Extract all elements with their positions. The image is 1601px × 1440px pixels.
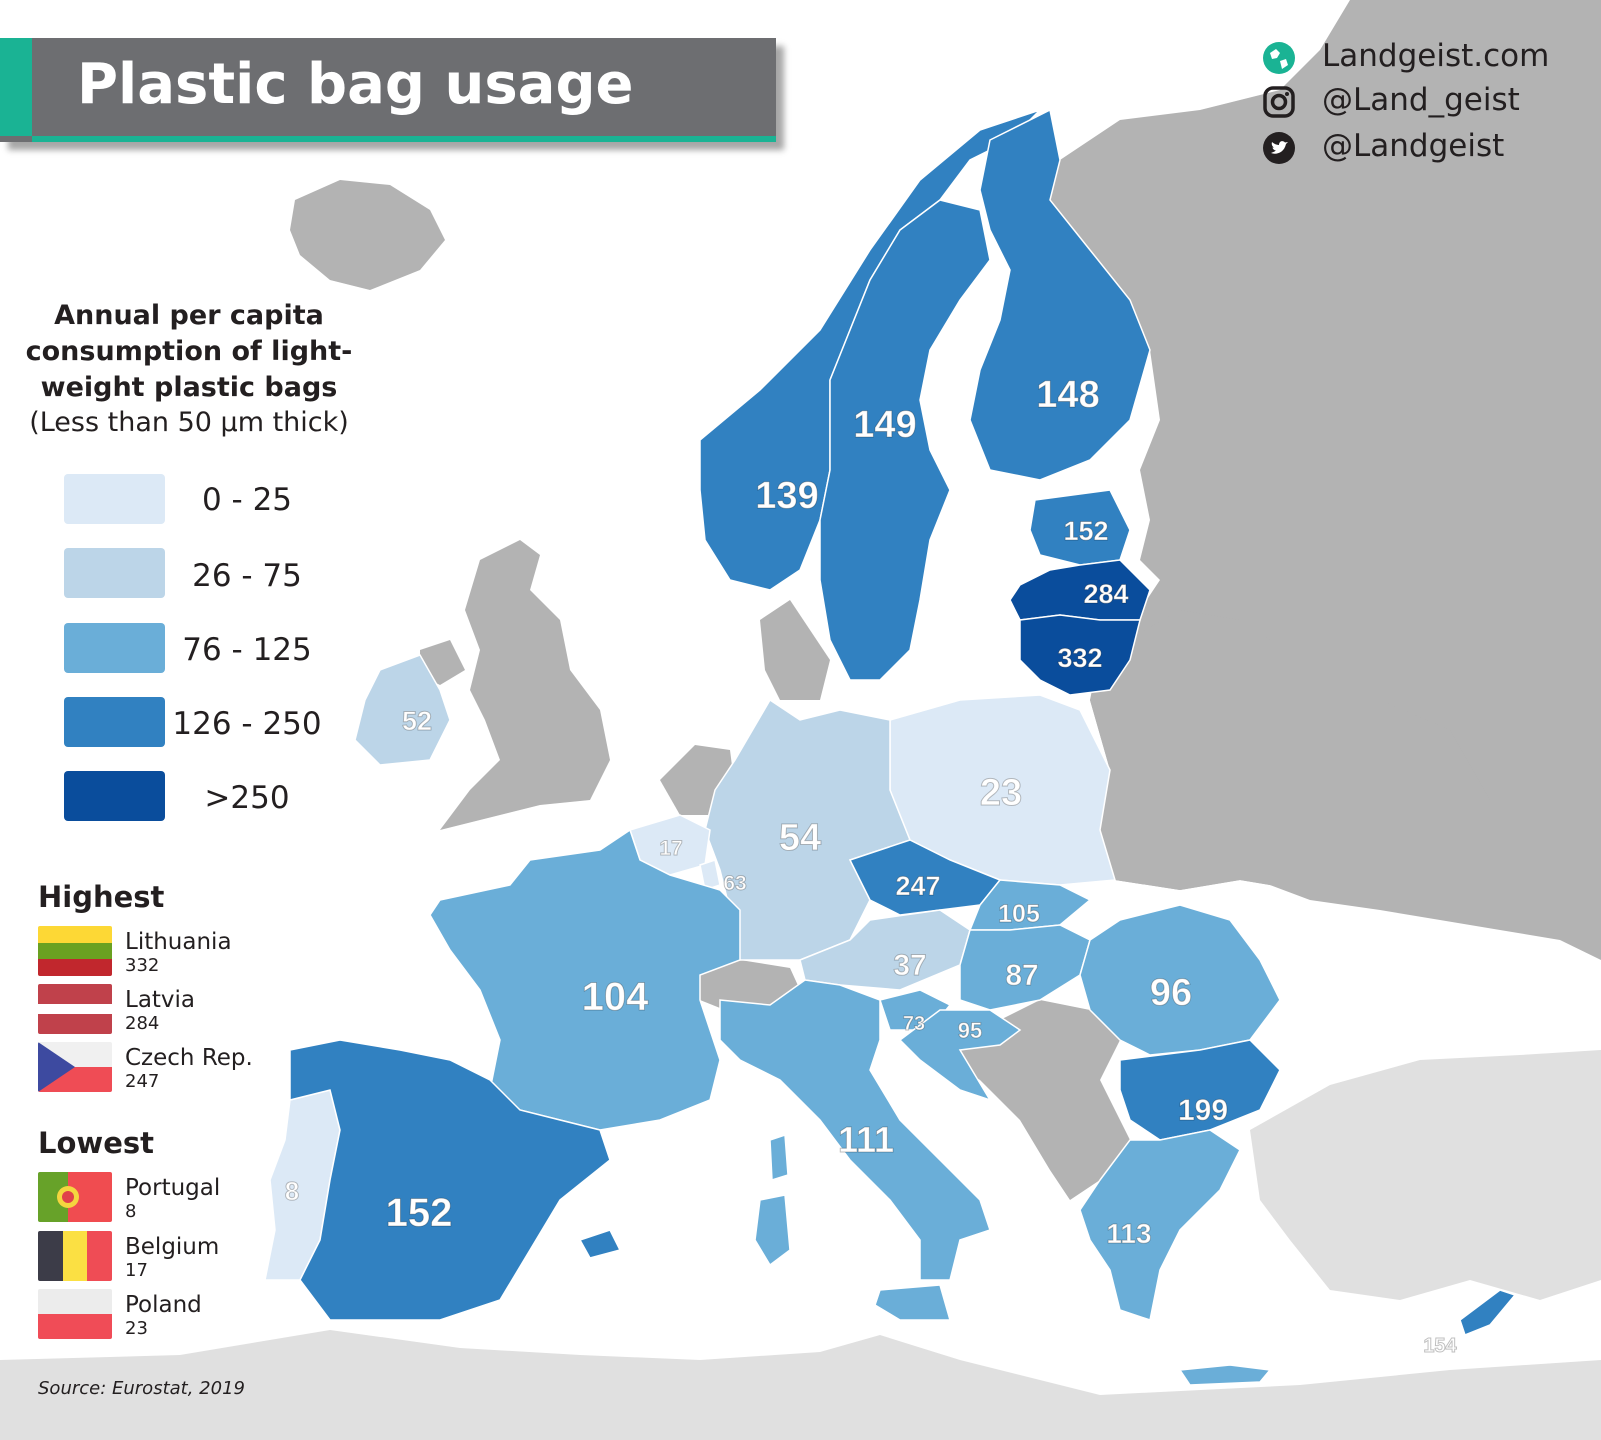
value-label-germany: 54: [779, 817, 821, 859]
social-website-text: Landgeist.com: [1322, 38, 1550, 74]
social-website[interactable]: Landgeist.com: [1262, 38, 1601, 78]
luxembourg-region: [699, 859, 721, 891]
turkey-land: [1250, 1050, 1601, 1300]
croatia-region: [898, 1009, 1022, 1102]
legend-swatch-0: [64, 474, 165, 524]
belarus-ukraine-land: [1090, 610, 1490, 910]
switzerland-land: [700, 960, 800, 1012]
twitter-icon: [1263, 132, 1295, 164]
value-label-bulgaria: 199: [1178, 1094, 1228, 1127]
lithuania-flag: [38, 926, 112, 976]
title-banner: Plastic bag usage: [0, 38, 776, 142]
instagram-icon: [1263, 86, 1295, 118]
highest-country-2: Czech Rep.: [125, 1045, 253, 1071]
denmark-land: [760, 600, 830, 700]
value-label-lithuania: 332: [1057, 643, 1102, 673]
latvia-region: [1009, 559, 1151, 621]
lithuania-region: [1019, 614, 1141, 696]
bulgaria-region: [1119, 1039, 1281, 1141]
value-label-estonia: 152: [1063, 516, 1108, 546]
legend-label-4: >250: [204, 780, 290, 816]
belgium-flag: [38, 1231, 112, 1281]
value-label-cyprus: 154: [1423, 1335, 1457, 1357]
legend-swatch-2: [64, 623, 165, 673]
value-label-finland: 148: [1036, 374, 1099, 416]
value-label-italy: 111: [838, 1119, 894, 1160]
legend-swatch-3: [64, 697, 165, 747]
legend-swatch-1: [64, 548, 165, 598]
value-label-poland: 23: [980, 772, 1022, 814]
poland-flag: [38, 1289, 112, 1339]
value-label-hungary: 87: [1005, 959, 1038, 992]
czech-flag: [38, 1042, 112, 1092]
highest-country-0: Lithuania: [125, 929, 232, 955]
value-label-luxembourg: 63: [723, 872, 746, 895]
value-label-czechia: 247: [895, 871, 940, 901]
legend-label-2: 76 - 125: [182, 632, 312, 668]
social-instagram[interactable]: @Land_geist: [1262, 82, 1601, 122]
legend-label-0: 0 - 25: [201, 482, 293, 518]
highest-value-2: 247: [125, 1071, 160, 1092]
value-label-ireland: 52: [402, 706, 432, 736]
value-label-greece: 113: [1106, 1218, 1151, 1249]
france-region: [429, 828, 741, 1131]
great-britain-land: [440, 540, 610, 830]
sicily-region: [874, 1284, 951, 1321]
highest-value-0: 332: [125, 955, 160, 976]
portugal-flag: [38, 1172, 112, 1222]
latvia-flag: [38, 984, 112, 1034]
lowest-heading: Lowest: [38, 1126, 154, 1160]
value-label-austria: 37: [893, 949, 926, 982]
value-label-slovenia: 73: [903, 1013, 925, 1035]
value-label-norway: 139: [755, 475, 818, 517]
ireland-region: [354, 654, 451, 766]
value-label-slovakia: 105: [998, 900, 1040, 928]
highest-country-1: Latvia: [125, 987, 196, 1013]
sweden-region: [819, 199, 991, 681]
globe-icon: [1263, 42, 1295, 74]
legend-title: Annual per capita consumption of light-w…: [25, 300, 353, 403]
title-underline: [32, 136, 776, 142]
iceland-land: [290, 180, 445, 290]
legend-label-1: 26 - 75: [192, 558, 302, 594]
lowest-value-1: 17: [125, 1260, 148, 1281]
lowest-country-0: Portugal: [125, 1175, 221, 1201]
spain-region: [289, 1039, 611, 1321]
social-twitter[interactable]: @Landgeist: [1262, 128, 1601, 168]
source-note: Source: Eurostat, 2019: [38, 1378, 245, 1399]
value-label-belgium: 17: [659, 837, 682, 860]
lowest-value-2: 23: [125, 1318, 148, 1339]
balearic-region: [578, 1229, 622, 1259]
sardinia-region: [754, 1194, 791, 1267]
italy-region: [719, 979, 991, 1281]
value-label-sweden: 149: [853, 404, 916, 446]
highest-value-1: 284: [125, 1013, 160, 1034]
highest-heading: Highest: [38, 880, 165, 914]
value-label-spain: 152: [386, 1191, 453, 1235]
value-label-croatia: 95: [958, 1018, 982, 1043]
value-label-latvia: 284: [1083, 579, 1128, 609]
lowest-country-1: Belgium: [125, 1234, 220, 1260]
corsica-region: [769, 1133, 789, 1182]
value-label-portugal: 8: [285, 1176, 299, 1206]
value-label-romania: 96: [1150, 972, 1192, 1014]
cyprus-region: [1459, 1289, 1517, 1336]
social-twitter-text: @Landgeist: [1322, 128, 1505, 164]
lowest-country-2: Poland: [125, 1292, 202, 1318]
legend-subtitle: (Less than 50 µm thick): [29, 407, 349, 438]
crete-region: [1178, 1364, 1272, 1386]
lowest-value-0: 8: [125, 1201, 137, 1222]
greece-region: [1079, 1129, 1241, 1321]
balkans-land: [940, 1000, 1130, 1200]
title-accent-bar: [0, 38, 32, 136]
page-title: Plastic bag usage: [77, 52, 634, 117]
value-label-france: 104: [582, 975, 649, 1019]
legend-label-3: 126 - 250: [172, 706, 322, 742]
north-africa-land: [0, 1330, 1601, 1440]
social-instagram-text: @Land_geist: [1322, 82, 1520, 118]
finland-region: [969, 108, 1151, 481]
legend-swatch-4: [64, 771, 165, 821]
